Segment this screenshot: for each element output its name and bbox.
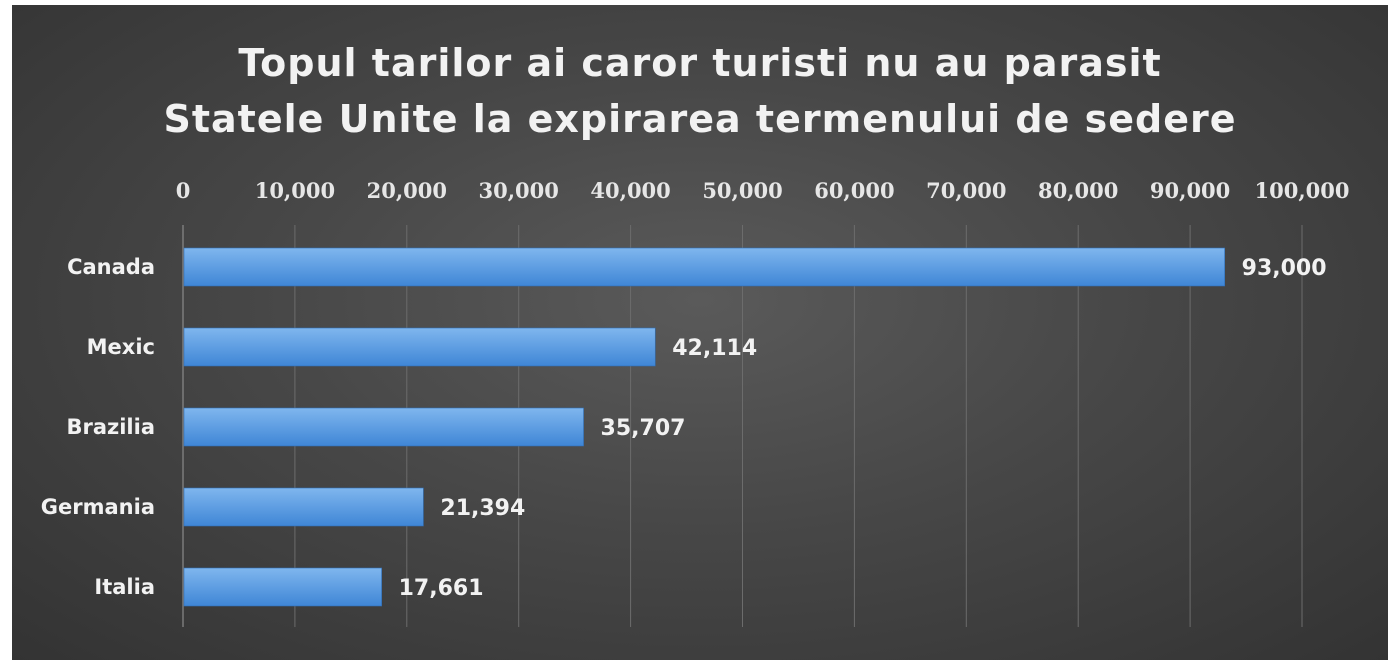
x-tick-label: 0 (176, 178, 191, 203)
chart-title-line-1: Topul tarilor ai caror turisti nu au par… (238, 41, 1162, 85)
x-tick-label: 10,000 (255, 178, 335, 203)
gridlines (182, 225, 1303, 627)
category-labels: Canada Mexic Brazilia Germania Italia (41, 255, 155, 599)
x-tick-label: 30,000 (479, 178, 559, 203)
category-label: Brazilia (66, 415, 155, 439)
data-label: 17,661 (399, 576, 484, 601)
x-tick-label: 80,000 (1038, 178, 1118, 203)
bar-germania (183, 487, 424, 527)
x-tick-label: 50,000 (702, 178, 782, 203)
bar-canada (183, 247, 1225, 287)
data-label: 42,114 (672, 336, 757, 361)
bar-chart-plot: 0 10,000 20,000 30,000 40,000 50,000 60,000 70,… (41, 178, 1350, 627)
category-label: Canada (67, 255, 155, 279)
data-labels: 93,000 42,114 35,707 21,394 17,661 (399, 256, 1327, 601)
data-label: 21,394 (440, 496, 525, 521)
x-tick-label: 70,000 (926, 178, 1006, 203)
x-tick-label: 100,000 (1255, 178, 1350, 203)
x-tick-label: 60,000 (814, 178, 894, 203)
data-label: 93,000 (1242, 256, 1327, 281)
category-label: Mexic (87, 335, 155, 359)
bar-italia (183, 567, 382, 607)
x-tick-label: 90,000 (1150, 178, 1230, 203)
x-axis-ticks: 0 10,000 20,000 30,000 40,000 50,000 60,000 70,… (176, 178, 1350, 203)
chart-title: Topul tarilor ai caror turisti nu au par… (12, 35, 1388, 147)
chart-title-line-2: Statele Unite la expirarea termenului de… (163, 97, 1237, 141)
category-label: Italia (94, 575, 155, 599)
bar-brazilia (183, 407, 584, 447)
bars (183, 247, 1225, 607)
x-tick-label: 20,000 (367, 178, 447, 203)
bar-mexic (183, 327, 656, 367)
x-tick-label: 40,000 (590, 178, 670, 203)
chart-frame: Topul tarilor ai caror turisti nu au par… (12, 5, 1388, 660)
category-label: Germania (41, 495, 155, 519)
data-label: 35,707 (601, 416, 686, 441)
